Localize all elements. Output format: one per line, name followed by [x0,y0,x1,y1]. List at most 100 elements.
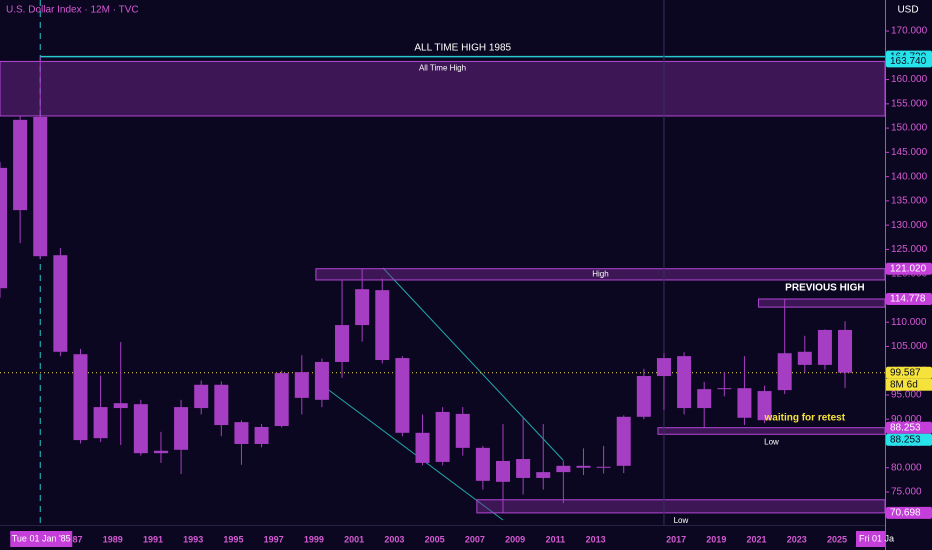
candle-body [294,372,309,398]
zone [657,427,886,435]
crosshair-date: Tue 01 Jan '85 [12,533,71,543]
zone [315,268,886,281]
candle-body [777,353,792,391]
candle-body [395,358,410,433]
x-tick-label: 2005 [425,534,445,544]
candle-body [636,376,651,417]
x-tick-label: 1987 [62,534,82,544]
price-label-bg [886,421,932,434]
candle-body [817,329,832,365]
x-tick-label: 1995 [223,534,243,544]
candle-body [697,389,712,409]
x-tick-label: 1989 [103,534,123,544]
trend-line [382,267,564,461]
zone-label: High [592,269,608,278]
candle-body [415,432,430,463]
candle-body [314,361,329,400]
candle-body [656,358,671,377]
candle-body [516,459,531,478]
candle-body [174,407,189,450]
x-tick-label: 1993 [183,534,203,544]
y-tick-label: 170.000 [891,26,928,37]
candle-body [375,290,390,361]
candle-body [153,450,168,454]
y-tick-label: 75.000 [891,487,922,498]
zone [0,60,886,117]
candle-body [93,407,108,439]
candle-body [536,472,551,478]
candle-body [234,422,249,444]
symbol-title: U.S. Dollar Index · 12M · TVC [6,5,139,16]
candle-body [254,426,269,444]
candle-body [335,325,350,362]
price-label: 88.253 [890,422,921,433]
candle-body [113,403,128,409]
y-tick-label: 135.000 [891,196,928,207]
x-tick-label: 2001 [344,534,364,544]
y-tick-label: 110.000 [891,317,927,328]
countdown: 8M 6d [890,379,918,390]
x-tick-label: 2009 [505,534,525,544]
x-tick-label: 2025 [827,534,847,544]
end-date-bg [856,531,885,547]
candle-body [677,356,692,409]
price-label-bg [886,55,932,68]
candle-body [455,413,470,448]
candle-body [737,388,752,418]
price-label-bg [886,506,932,519]
x-tick-label: 2017 [666,534,686,544]
candle-body [13,119,28,211]
candle-body [616,416,631,466]
annotation: ALL TIME HIGH 1985 [414,43,511,54]
zone-label: Low [674,516,689,525]
price-label: 114.778 [890,294,926,305]
candle-body [556,465,571,473]
candle-body [576,465,591,468]
y-tick-label: 145.000 [891,147,928,158]
zone [476,499,886,514]
x-tick-label: 2007 [465,534,485,544]
y-tick-label: 90.000 [891,414,922,425]
price-label: 88.253 [890,434,921,445]
zone-label: Low [764,437,779,446]
candle-body [33,116,48,257]
y-tick-label: 130.000 [891,220,928,231]
candle-body [757,391,772,421]
x-tick-label: 2021 [747,534,767,544]
x-tick-label: 2011 [546,534,566,544]
y-tick-label: 160.000 [891,74,928,85]
candle-body [717,388,732,390]
x-tick-label: 1991 [143,534,163,544]
candle-body [0,167,7,289]
annotation: PREVIOUS HIGH [785,282,864,293]
x-tick-label: 2013 [586,534,606,544]
candle-body [355,289,370,326]
candle-body [194,384,209,409]
price-label-bg [886,292,932,305]
price-label-bg [886,433,932,446]
x-tick-label: 2003 [384,534,404,544]
candle-body [496,460,510,482]
candle-body [435,411,450,462]
x-tick-label: 2023 [787,534,807,544]
currency: USD [897,5,918,16]
y-tick-label: 80.000 [891,462,922,473]
candle-body [838,329,853,373]
x-tick-label: 1997 [264,534,284,544]
end-date: Fri 01 Ja [859,533,894,543]
y-tick-label: 105.000 [891,341,928,352]
countdown-bg [886,378,932,391]
price-label: 70.698 [890,508,921,519]
zone [758,298,886,308]
trend-line [321,384,504,521]
y-tick-label: 140.000 [891,171,928,182]
crosshair-date-bg [10,531,73,547]
candle-body [797,351,812,365]
price-label-bg [886,262,932,275]
y-tick-label: 125.000 [891,244,928,255]
price-label: 99.587 [890,367,921,378]
price-label: 121.020 [890,263,927,274]
